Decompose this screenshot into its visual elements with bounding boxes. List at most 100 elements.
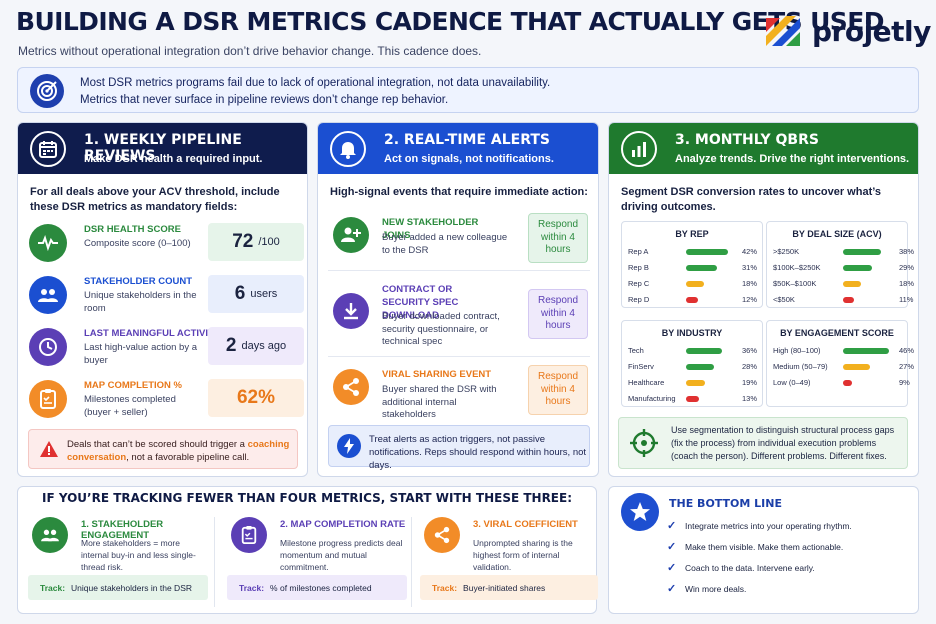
alert-desc: Buyer shared the DSR with additional int… [382, 384, 497, 420]
alert-label: NEW STAKEHOLDER JOINS [382, 217, 479, 241]
start-item-stakeholder-engagement: 1. STAKEHOLDER ENGAGEMENT More stakehold… [18, 513, 210, 611]
card-header: 2. REAL-TIME ALERTS Act on signals, not … [318, 123, 598, 174]
target-icon [30, 74, 64, 108]
track-label: Track: [239, 582, 265, 593]
start-item-viral-coefficient: 3. VIRAL COEFFICIENT Unprompted sharing … [410, 513, 602, 611]
check-icon: ✓ [667, 541, 677, 553]
bar-category-label: Manufacturing [628, 394, 676, 403]
track-value: Unique stakeholders in the DSR [71, 582, 193, 593]
bar-category-label: Tech [628, 346, 644, 355]
metric-value: 2 [225, 335, 237, 356]
monthly-qbrs-card: 3. MONTHLY QBRS Analyze trends. Drive th… [608, 122, 919, 477]
pulse-icon [29, 224, 67, 262]
segment-by-rep: BY REP Rep A 42% Rep B 31% Rep C 18% Rep D 12% [621, 221, 763, 308]
item-desc: More stakeholders = more internal buy-in… [81, 538, 196, 572]
bar-category-label: $50K–$100K [773, 279, 817, 288]
card-subtitle: Analyze trends. Drive the right interven… [675, 153, 910, 165]
card-intro: Segment DSR conversion rates to uncover … [621, 186, 881, 213]
bell-icon [330, 131, 366, 167]
respond-badge: Respond within 4 hours [528, 289, 588, 339]
bar-chart-icon [621, 131, 657, 167]
panel-title: IF YOU’RE TRACKING FEWER THAN FOUR METRI… [41, 491, 572, 505]
bar-category-label: $100K–$250K [773, 263, 821, 272]
bar-row: Rep B 31% [628, 262, 757, 274]
users-icon [32, 517, 68, 553]
bar-category-label: FinServ [628, 362, 654, 371]
card-intro: High-signal events that require immediat… [330, 186, 588, 198]
bar-row: >$250K 38% [773, 246, 914, 258]
clock-icon [29, 328, 67, 366]
divider [214, 517, 215, 607]
bar-row: Rep C 18% [628, 278, 757, 290]
alert-viral-sharing: VIRAL SHARING EVENT Buyer shared the DSR… [328, 363, 590, 423]
bar-value-label: 46% [899, 346, 915, 355]
bar-category-label: High (80–100) [773, 346, 821, 355]
card-subtitle: Act on signals, not notifications. [384, 153, 554, 165]
bar-value-label: 12% [742, 295, 758, 304]
share-icon [333, 369, 369, 405]
alert-desc: Buyer added a new colleague to the DSR [382, 232, 508, 256]
bar [843, 380, 852, 386]
segment-by-engagement: BY ENGAGEMENT SCORE High (80–100) 46% Mediu… [766, 320, 914, 407]
item-label: 1. STAKEHOLDER ENGAGEMENT [81, 519, 164, 541]
bar-category-label: Rep C [628, 279, 650, 288]
bar-row: $100K–$250K 29% [773, 262, 914, 274]
segment-title: BY INDUSTRY [661, 328, 723, 338]
check-icon: ✓ [667, 562, 677, 574]
bar [686, 348, 722, 354]
bottom-line-panel: THE BOTTOM LINE ✓ Integrate metrics into … [608, 486, 919, 614]
metric-health-score: DSR HEALTH SCORE Composite score (0–100)… [26, 221, 308, 266]
bar-row: Tech 36% [628, 345, 758, 357]
item-label: 3. VIRAL COEFFICIENT [473, 519, 578, 530]
bar-value-label: 19% [742, 378, 758, 387]
metric-value-box: 6 users [208, 275, 304, 313]
metric-label: MAP COMPLETION % [84, 380, 182, 391]
clipboard-icon [29, 380, 67, 418]
bar [686, 297, 698, 303]
alert-label: VIRAL SHARING EVENT [382, 369, 492, 380]
page-title: BUILDING A DSR METRICS CADENCE THAT ACTU… [16, 7, 884, 36]
bar-value-label: 36% [742, 346, 758, 355]
item-text: Integrate metrics into your operating rh… [685, 521, 852, 531]
item-text: Win more deals. [685, 584, 747, 594]
bar-row: FinServ 28% [628, 361, 758, 373]
card-title: 3. MONTHLY QBRS [675, 132, 819, 148]
panel-title: THE BOTTOM LINE [669, 497, 782, 510]
bar-value-label: 28% [742, 362, 758, 371]
warning-text: Deals that can’t be scored should trigge… [67, 438, 293, 464]
bar [843, 249, 881, 255]
card-subtitle: Make DSR health a required input. [84, 153, 263, 165]
metric-unit: users [250, 288, 278, 300]
page-subtitle: Metrics without operational integration … [18, 44, 482, 58]
start-item-map-completion: 2. MAP COMPLETION RATE Milestone progres… [217, 513, 409, 611]
segment-by-industry: BY INDUSTRY Tech 36% FinServ 28% Healthcare 19… [621, 320, 763, 407]
check-icon: ✓ [667, 520, 677, 532]
bar-row: $50K–$100K 18% [773, 278, 914, 290]
brand-mark-icon [766, 16, 800, 46]
users-icon [29, 276, 67, 314]
metric-unit: days ago [241, 340, 287, 352]
segment-title: BY REP [675, 229, 709, 239]
item-desc: Milestone progress predicts deal momentu… [280, 538, 403, 572]
alerts-tip: Treat alerts as action triggers, not pas… [328, 425, 590, 471]
bar [686, 396, 699, 402]
segment-by-deal-size: BY DEAL SIZE (ACV) >$250K 38% $100K–$250K 29… [766, 221, 914, 308]
bar-value-label: 42% [742, 247, 758, 256]
item-text: Make them visible. Make them actionable. [685, 542, 844, 552]
bar-value-label: 29% [899, 263, 915, 272]
track-value: % of milestones completed [270, 582, 372, 593]
brand-logo: projetly [766, 14, 931, 48]
metric-value: 6 [234, 283, 246, 304]
bar [686, 265, 717, 271]
download-icon [333, 293, 369, 329]
metric-value: 72 [232, 231, 254, 252]
brand-name: projetly [812, 14, 931, 48]
bar [843, 348, 889, 354]
card-intro: For all deals above your ACV threshold, … [30, 186, 280, 213]
segment-title: BY DEAL SIZE (ACV) [792, 229, 882, 239]
check-icon: ✓ [667, 583, 677, 595]
metric-label: DSR HEALTH SCORE [84, 224, 181, 235]
segment-title: BY ENGAGEMENT SCORE [780, 328, 894, 338]
metric-unit: /100 [258, 236, 280, 248]
track-label: Track: [432, 582, 458, 593]
